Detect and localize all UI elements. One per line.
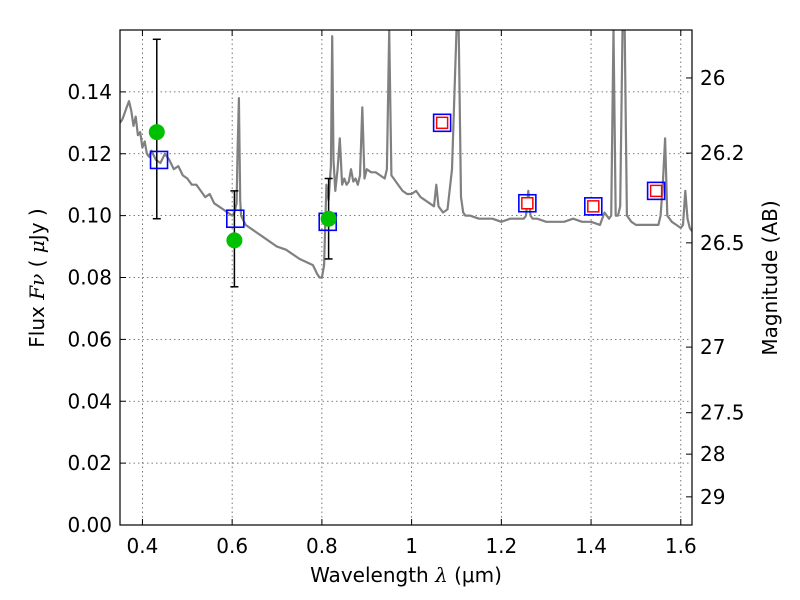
y-tick-label: 0.00 <box>67 513 112 537</box>
y2-tick-label: 28 <box>700 442 725 466</box>
y-tick-label: 0.10 <box>67 204 112 228</box>
tick-marks <box>120 30 692 526</box>
red-square-marker <box>587 200 600 213</box>
y-tick-label: 0.14 <box>67 80 112 104</box>
x-tick-label: 1.2 <box>485 534 517 558</box>
y2-tick-label: 29 <box>700 485 725 509</box>
y2-axis-title: Magnitude (AB) <box>758 200 782 355</box>
blue-square-marker <box>646 181 666 201</box>
x-axis-title: Wavelength λ (μm) <box>310 563 502 587</box>
y2-tick-label: 27 <box>700 335 725 359</box>
y2-tick-label: 26.5 <box>700 231 745 255</box>
x-tick-label: 0.4 <box>127 534 159 558</box>
model-sed-line <box>120 30 692 279</box>
y2-tick-label: 26.2 <box>700 141 745 165</box>
x-tick-label: 1.6 <box>665 534 697 558</box>
x-tick-label: 0.6 <box>216 534 248 558</box>
red-square-marker <box>649 184 663 198</box>
x-tick-label: 0.8 <box>306 534 338 558</box>
red-square-marker <box>521 197 534 210</box>
y-tick-label: 0.04 <box>67 389 112 413</box>
green-data-point <box>226 232 243 249</box>
y2-tick-label: 26 <box>700 66 725 90</box>
blue-square-marker <box>432 113 452 133</box>
y-tick-label: 0.12 <box>67 142 112 166</box>
green-data-point <box>320 210 337 227</box>
grid <box>120 30 692 526</box>
y-tick-label: 0.08 <box>67 266 112 290</box>
blue-square-marker <box>584 197 603 216</box>
tick-labels: 0.4 0.6 0.8 1 1.2 1.4 1.6 0.00 0.02 0.04 0.06 0.08 0… <box>67 66 744 558</box>
x-tick-label: 1 <box>405 534 418 558</box>
blue-square-marker <box>518 193 537 213</box>
x-tick-label: 1.4 <box>575 534 607 558</box>
green-data-point <box>148 124 165 141</box>
blue-square-marker <box>149 150 169 170</box>
blue-square-marker <box>225 209 245 229</box>
y-tick-label: 0.02 <box>67 451 112 475</box>
y-axis-title: Flux Fν ( μJy ) <box>25 208 49 347</box>
y-tick-label: 0.06 <box>67 327 112 351</box>
plot-area <box>120 30 692 288</box>
red-square-marker <box>435 116 449 130</box>
y2-tick-label: 27.5 <box>700 401 745 425</box>
